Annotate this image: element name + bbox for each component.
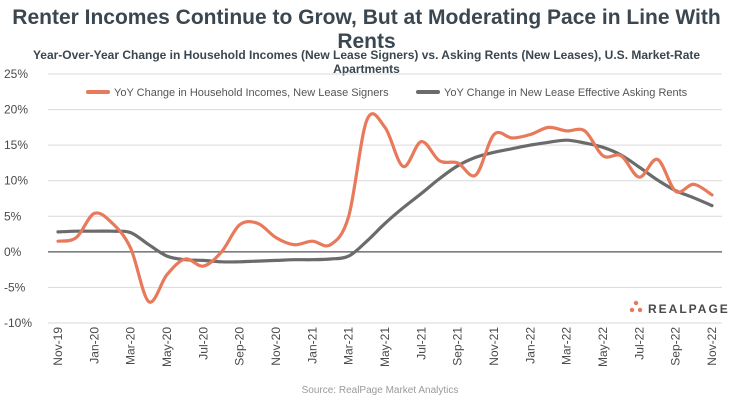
logo-dot	[637, 307, 643, 313]
x-tick-label: Mar-20	[124, 327, 138, 365]
x-tick-label: May-22	[596, 327, 610, 367]
x-tick-label: Jan-21	[305, 327, 319, 364]
legend-label-rent: YoY Change in New Lease Effective Asking…	[444, 87, 688, 99]
x-tick-label: Nov-21	[487, 327, 501, 366]
y-tick-label: -10%	[4, 316, 32, 330]
x-tick-label: Jul-20	[196, 327, 210, 360]
x-tick-label: Sep-22	[669, 327, 683, 366]
x-tick-label: Jul-22	[632, 327, 646, 360]
x-tick-label: Mar-21	[342, 327, 356, 365]
x-tick-label: Jan-20	[87, 327, 101, 364]
y-tick-label: -5%	[4, 280, 26, 294]
realpage-logo: REALPAGE	[629, 300, 730, 316]
x-axis-ticks: Nov-19 Jan-20 Mar-20 May-20 Jul-20 Sep-20 Nov-…	[51, 327, 719, 367]
x-tick-label: May-20	[160, 327, 174, 367]
y-tick-label: 20%	[4, 103, 28, 117]
x-tick-label: Sep-21	[451, 327, 465, 366]
source-note: Source: RealPage Market Analytics	[302, 385, 459, 396]
legend: YoY Change in Household Incomes, New Lea…	[86, 87, 688, 99]
logo-dot	[633, 300, 639, 306]
grid-layer	[48, 73, 722, 324]
y-axis-ticks: -10% -5% 0% 5% 10% 15% 20% 25%	[4, 67, 32, 330]
chart-subtitle: Year-Over-Year Change in Household Incom…	[32, 48, 701, 76]
y-tick-label: 10%	[4, 174, 28, 188]
x-tick-label: May-21	[378, 327, 392, 367]
y-tick-label: 5%	[4, 209, 22, 223]
x-tick-label: Jan-22	[523, 327, 537, 364]
series-line-income	[56, 112, 714, 304]
x-tick-label: Mar-22	[560, 327, 574, 365]
realpage-logo-text: REALPAGE	[648, 302, 730, 316]
y-tick-label: 25%	[4, 67, 28, 81]
x-tick-label: Nov-20	[269, 327, 283, 366]
y-tick-label: 15%	[4, 138, 28, 152]
x-tick-label: Sep-20	[233, 327, 247, 366]
x-tick-label: Nov-19	[51, 327, 65, 366]
logo-dot	[629, 307, 635, 313]
series-line-rent	[56, 138, 714, 264]
x-tick-label: Nov-22	[705, 327, 719, 366]
y-tick-label: 0%	[4, 245, 22, 259]
chart-title: Renter Incomes Continue to Grow, But at …	[12, 6, 721, 53]
series-layer	[56, 112, 714, 304]
legend-label-income: YoY Change in Household Incomes, New Lea…	[114, 87, 389, 99]
realpage-logo-icon	[629, 300, 643, 313]
x-tick-label: Jul-21	[414, 327, 428, 360]
